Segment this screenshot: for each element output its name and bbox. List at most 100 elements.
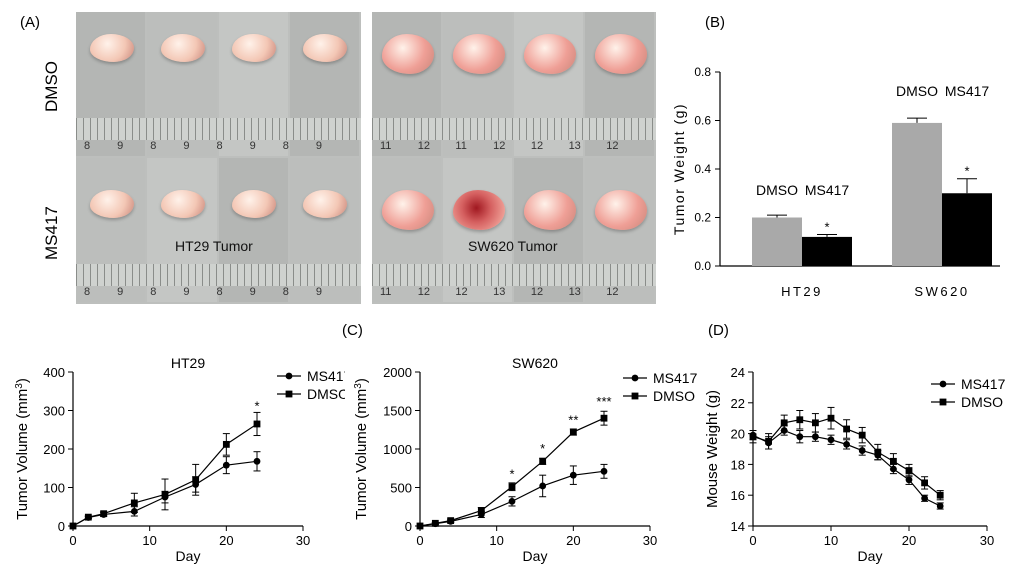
y-tick-label: 14 xyxy=(731,519,745,534)
point-square xyxy=(936,491,944,499)
x-axis-label: Day xyxy=(523,548,548,564)
point-square xyxy=(843,425,850,433)
y-tick-label: 0.0 xyxy=(694,259,711,273)
ruler-strip xyxy=(76,264,361,286)
y-tick-label: 500 xyxy=(390,481,412,496)
tumor-specimen xyxy=(232,190,277,218)
tumor-weight-bar-chart: 0.0 0.2 0.4 0.6 0.8 Tumor Weight (g) * DMSO MS41… xyxy=(671,65,1000,299)
tumor-specimen xyxy=(452,34,505,74)
legend-label: MS417 xyxy=(961,376,1006,392)
x-category-label: HT29 xyxy=(781,284,823,299)
ruler-number: 9 xyxy=(183,140,190,152)
ruler-number: 12 xyxy=(606,286,619,298)
legend-marker xyxy=(939,380,947,388)
ruler-number: 9 xyxy=(315,140,322,152)
group-label: MS417 xyxy=(945,83,990,99)
point-square xyxy=(253,420,261,428)
y-axis-label-sup: 3 xyxy=(14,383,25,389)
ruler-number: 12 xyxy=(606,140,619,152)
panel-label-d: (D) xyxy=(708,322,729,339)
row-label-ms417: MS417 xyxy=(42,206,61,260)
point-square xyxy=(905,467,913,474)
x-tick-label: 0 xyxy=(69,533,76,548)
bar xyxy=(802,236,852,266)
ruler-number: 8 xyxy=(282,286,289,298)
bar xyxy=(942,193,992,266)
y-tick-label: 18 xyxy=(731,457,745,472)
tumor-specimen xyxy=(303,190,348,218)
tumor-specimen xyxy=(303,34,348,62)
point-circle xyxy=(936,502,944,510)
y-tick-label: 1500 xyxy=(383,404,412,419)
legend-label: MS417 xyxy=(653,370,698,386)
ruler-number: 12 xyxy=(530,140,544,152)
panel-label-c: (C) xyxy=(342,322,363,339)
x-tick-label: 30 xyxy=(980,533,994,548)
x-tick-label: 0 xyxy=(416,533,423,548)
x-tick-label: 30 xyxy=(296,533,310,548)
tumor-specimen xyxy=(89,34,134,62)
ruler-number: 9 xyxy=(117,140,124,152)
ruler-number: 11 xyxy=(380,286,392,298)
x-category-label: SW620 xyxy=(914,284,969,299)
y-tick-label: 300 xyxy=(43,404,65,419)
point-square xyxy=(890,457,897,465)
y-tick-label: 0.2 xyxy=(694,211,711,225)
ruler-strip xyxy=(372,118,656,140)
legend-marker xyxy=(285,372,293,380)
y-tick-label: 22 xyxy=(731,396,745,411)
tumor-specimen xyxy=(523,190,576,230)
ruler-number: 12 xyxy=(530,286,544,298)
y-tick-label: 20 xyxy=(731,427,745,442)
point-square xyxy=(780,419,788,427)
x-tick-label: 20 xyxy=(566,533,580,548)
ruler-number: 11 xyxy=(455,140,467,152)
panel-label-b: (B) xyxy=(705,14,725,31)
legend-marker xyxy=(939,398,947,406)
point-circle xyxy=(921,494,928,502)
y-tick-label: 0 xyxy=(58,519,65,534)
y-tick-label: 0.6 xyxy=(694,114,711,128)
y-axis-label-text: Tumor Volume (mm xyxy=(14,389,31,520)
y-axis-label-text: Mouse Weight (g) xyxy=(705,390,721,508)
point-circle xyxy=(539,482,547,490)
x-tick-label: 0 xyxy=(749,533,756,548)
ruler-number: 9 xyxy=(117,286,124,298)
ruler-number: 13 xyxy=(493,286,506,298)
ruler-strip xyxy=(76,118,361,140)
point-circle xyxy=(843,440,850,448)
y-axis-label: Mouse Weight (g) xyxy=(705,390,721,508)
y-tick-label: 0 xyxy=(405,519,412,534)
legend-label: DMSO xyxy=(961,394,1003,410)
chart-title: SW620 xyxy=(512,355,558,371)
tumor-specimen xyxy=(89,190,134,218)
point-circle xyxy=(796,433,804,441)
ruler-number: 9 xyxy=(249,140,256,152)
y-axis-label: Tumor Volume (mm3) xyxy=(353,378,371,520)
x-tick-label: 10 xyxy=(142,533,156,548)
point-circle xyxy=(812,433,819,441)
panel-label-a: (A) xyxy=(20,14,40,31)
point-square xyxy=(796,416,804,424)
ruler-number: 12 xyxy=(417,140,430,152)
ruler-number: 11 xyxy=(380,140,392,152)
point-circle xyxy=(569,471,577,479)
x-tick-label: 30 xyxy=(643,533,657,548)
group-label: DMSO xyxy=(756,182,798,198)
ruler-number: 9 xyxy=(183,286,190,298)
ruler-number: 12 xyxy=(493,140,506,152)
ruler-number: 8 xyxy=(216,140,223,152)
point-circle xyxy=(827,436,835,444)
row-label-dmso: DMSO xyxy=(42,61,61,112)
y-axis-label-sup: 3 xyxy=(353,383,364,389)
point-square xyxy=(858,431,866,439)
legend-marker xyxy=(285,390,293,398)
bar xyxy=(752,217,802,266)
ht29-tumor-volume-chart: 0 100 200 300 400 0 10 20 30 Day Tumor Volume (mm3… xyxy=(14,355,346,564)
point-square xyxy=(477,507,485,514)
point-square xyxy=(84,513,92,521)
point-square xyxy=(192,476,200,484)
significance-mark: * xyxy=(824,219,829,234)
point-circle xyxy=(222,461,230,469)
y-tick-label: 2000 xyxy=(383,365,412,380)
